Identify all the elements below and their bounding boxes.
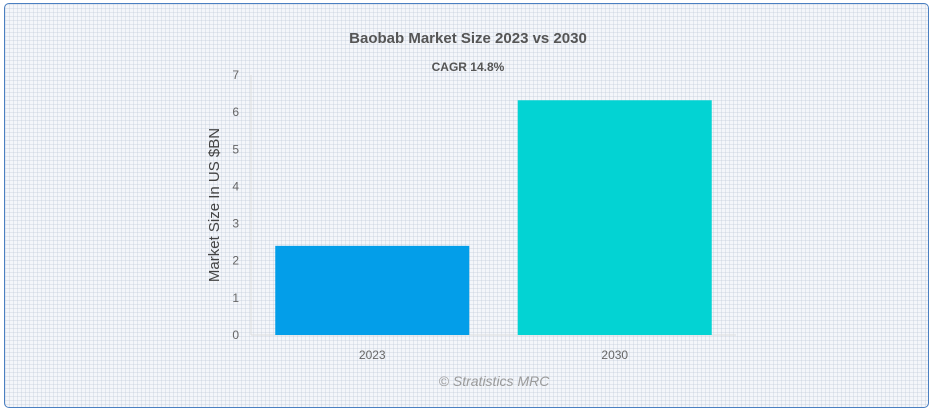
bar-2023 (275, 245, 470, 335)
credit-text: © Stratistics MRC (439, 373, 551, 389)
y-axis-label: Market Size In US $BN (206, 128, 223, 282)
x-tick-label: 2023 (359, 348, 386, 362)
y-tick-label: 1 (232, 291, 239, 305)
x-tick-label: 2030 (601, 348, 628, 362)
y-tick-label: 0 (232, 328, 239, 342)
y-tick-label: 7 (232, 68, 239, 82)
y-tick-label: 4 (232, 179, 239, 193)
y-tick-label: 3 (232, 217, 239, 231)
plot-area: 0 1 2 3 4 5 6 7 2023 2030 (232, 68, 736, 362)
chart-subtitle: CAGR 14.8% (432, 60, 505, 74)
y-tick-label: 2 (232, 254, 239, 268)
y-tick-label: 5 (232, 142, 239, 156)
bar-2030 (517, 100, 712, 335)
chart-card (4, 3, 929, 408)
y-tick-label: 6 (232, 105, 239, 119)
chart-title: Baobab Market Size 2023 vs 2030 (349, 30, 587, 47)
